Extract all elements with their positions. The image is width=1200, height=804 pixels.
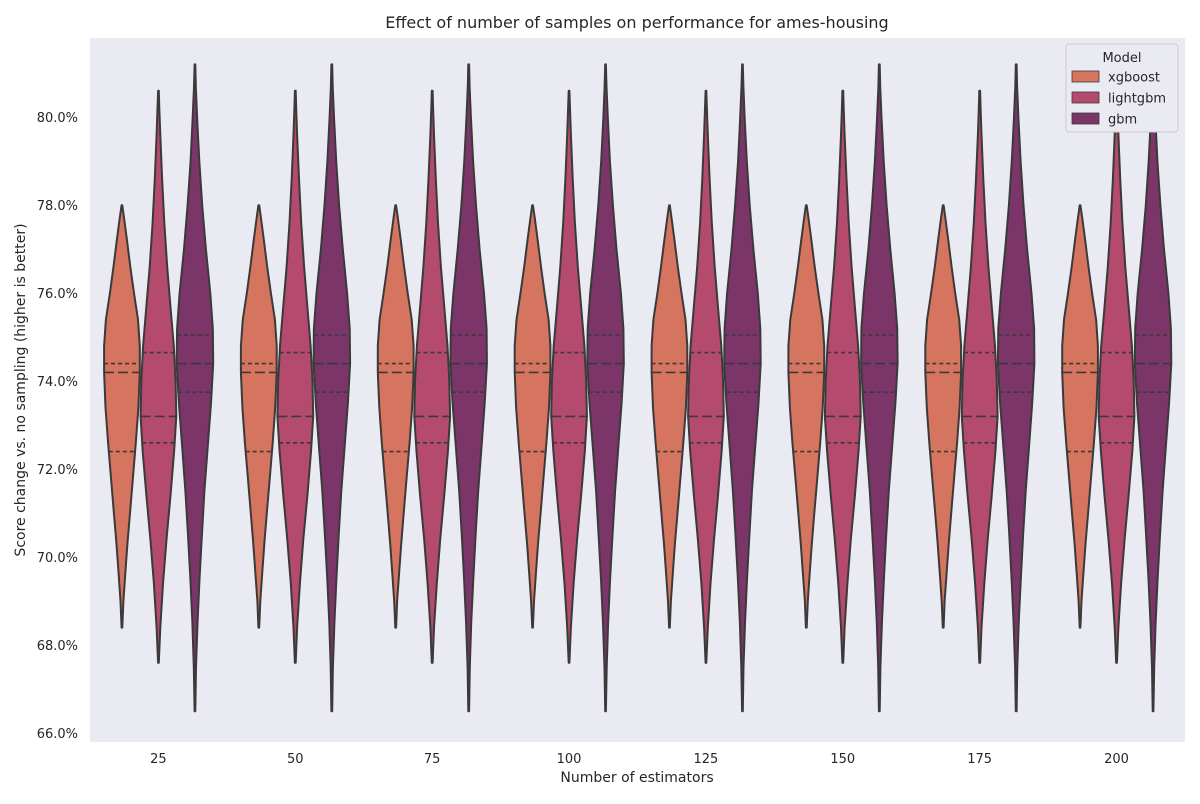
y-tick-label: 80.0% [37, 111, 78, 126]
violin-lightgbm-150 [823, 89, 862, 664]
y-tick-label: 74.0% [37, 375, 78, 390]
legend-label-xgboost: xgboost [1108, 71, 1160, 86]
legend-title: Model [1102, 51, 1141, 66]
violin-xgboost-125 [650, 204, 689, 629]
violin-gbm-150 [860, 63, 899, 713]
y-tick-label: 68.0% [37, 639, 78, 654]
x-tick-label: 150 [830, 752, 855, 767]
violin-gbm-175 [996, 63, 1036, 713]
legend-label-lightgbm: lightgbm [1108, 92, 1166, 107]
violins-layer [103, 63, 1173, 713]
violin-lightgbm-100 [550, 89, 588, 664]
violin-gbm-125 [723, 63, 762, 713]
violin-gbm-75 [449, 63, 488, 713]
legend-swatch-xgboost [1071, 70, 1100, 83]
y-tick-label: 72.0% [37, 463, 78, 478]
violin-lightgbm-175 [960, 89, 999, 664]
x-tick-label: 100 [557, 752, 582, 767]
legend-label-gbm: gbm [1108, 113, 1137, 128]
chart-title: Effect of number of samples on performan… [385, 13, 888, 32]
violin-lightgbm-50 [276, 89, 315, 664]
y-tick-label: 70.0% [37, 551, 78, 566]
legend: Model xgboost lightgbm gbm [1065, 43, 1179, 133]
violin-gbm-25 [175, 63, 215, 713]
violin-lightgbm-25 [139, 89, 178, 664]
y-axis-label: Score change vs. no sampling (higher is … [13, 223, 29, 556]
x-tick-label: 75 [424, 752, 441, 767]
legend-swatch-gbm [1071, 112, 1100, 125]
violin-xgboost-25 [103, 204, 141, 629]
violin-xgboost-200 [1061, 204, 1099, 629]
y-tick-label: 78.0% [37, 199, 78, 214]
violin-xgboost-175 [924, 204, 963, 629]
violin-lightgbm-75 [413, 89, 452, 664]
x-axis-ticks: 25 50 75 100 125 150 175 200 [150, 752, 1129, 767]
x-tick-label: 125 [694, 752, 719, 767]
y-tick-label: 76.0% [37, 287, 78, 302]
x-tick-label: 175 [967, 752, 992, 767]
violin-xgboost-100 [513, 204, 552, 629]
x-tick-label: 50 [287, 752, 304, 767]
legend-box [1065, 43, 1179, 133]
violin-xgboost-50 [239, 204, 278, 629]
violin-gbm-50 [312, 63, 352, 713]
x-tick-label: 25 [150, 752, 167, 767]
violin-xgboost-75 [376, 204, 415, 629]
y-tick-label: 66.0% [37, 727, 78, 742]
x-axis-label: Number of estimators [560, 770, 713, 786]
violin-gbm-100 [586, 63, 625, 713]
legend-items: xgboost lightgbm gbm [1071, 70, 1166, 128]
x-tick-label: 200 [1104, 752, 1129, 767]
legend-swatch-lightgbm [1071, 91, 1100, 104]
violin-xgboost-150 [787, 204, 826, 629]
violin-lightgbm-125 [687, 89, 725, 664]
y-axis-ticks: 66.0% 68.0% 70.0% 72.0% 74.0% 76.0% 78.0% 80.0% [37, 111, 78, 742]
